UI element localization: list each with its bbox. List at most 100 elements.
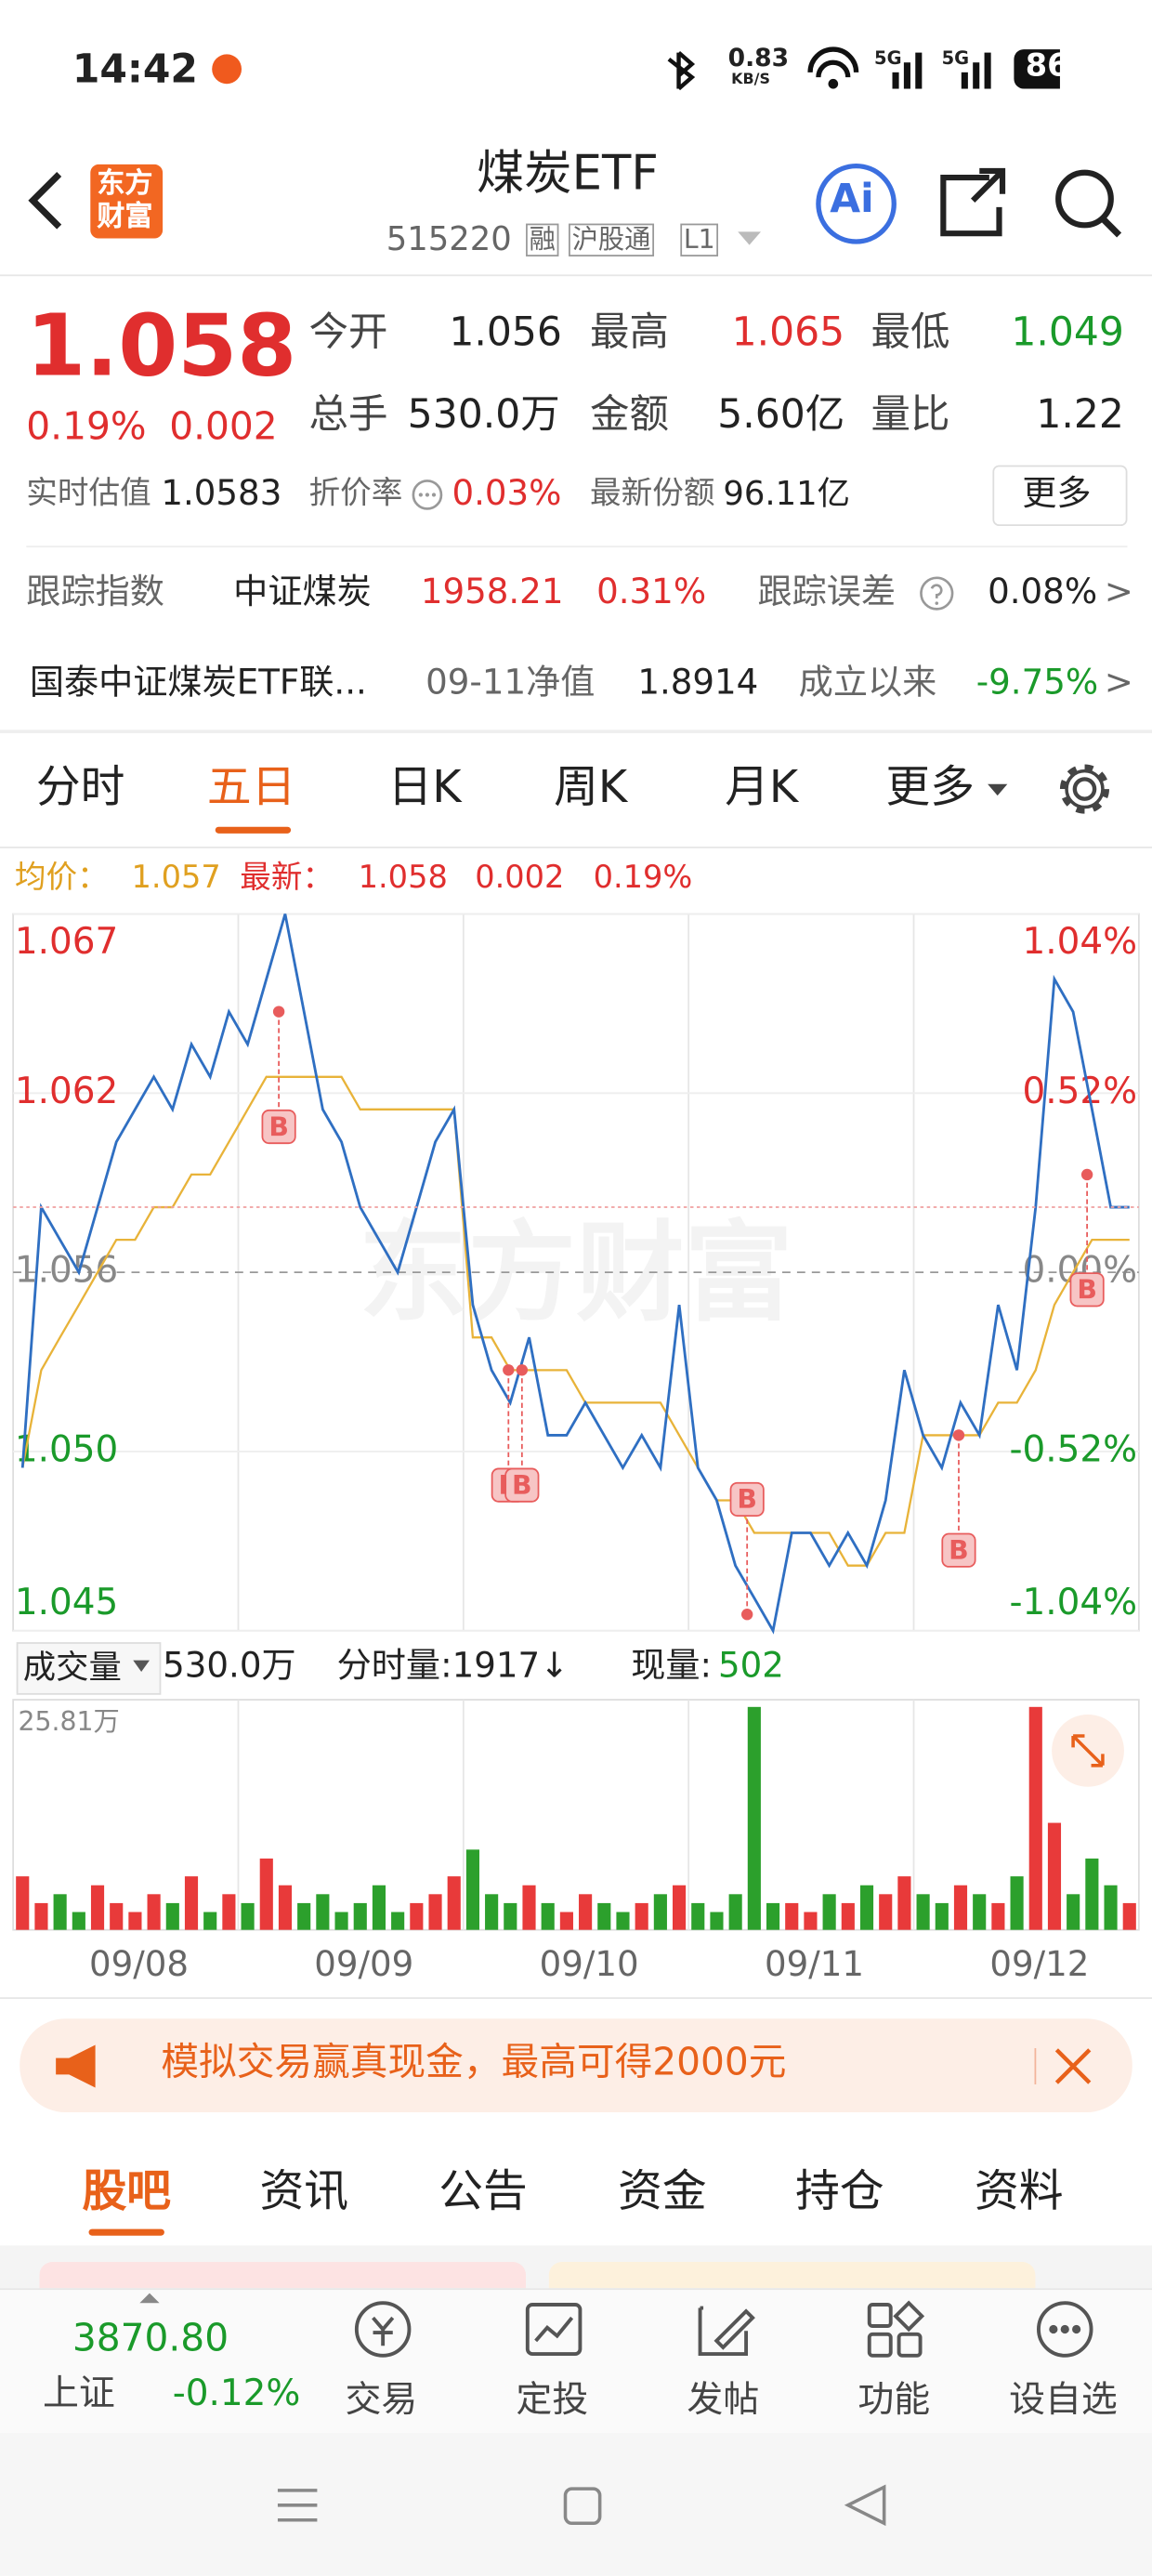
volume-select[interactable]	[16, 1642, 162, 1695]
y-tick-label: 1.056	[15, 1250, 118, 1292]
volume-bar	[579, 1894, 593, 1930]
volume-bar	[297, 1902, 311, 1930]
bottom-item[interactable]: 发帖	[687, 2380, 760, 2422]
volume-bar	[53, 1894, 67, 1930]
section-tab-active[interactable]: 股吧	[82, 2166, 171, 2218]
x-tick-label: 09/09	[314, 1944, 413, 1984]
arrow[interactable]: >	[1104, 572, 1133, 612]
volume-bar	[916, 1894, 930, 1930]
back-button[interactable]	[23, 167, 72, 233]
change-pct: 0.19%	[26, 405, 147, 449]
shares: 96.11亿	[723, 473, 850, 513]
price-line	[21, 1075, 1130, 1567]
tab-active[interactable]: 五日	[206, 762, 296, 814]
last-change: 0.002	[475, 860, 565, 897]
volume-bar	[222, 1894, 236, 1930]
logo	[90, 164, 164, 239]
discount-label: 折价率	[308, 475, 403, 512]
up-caret	[139, 2293, 160, 2304]
tab[interactable]: 周K	[554, 762, 628, 814]
bottom-icons[interactable]	[329, 2298, 1118, 2364]
section-tab[interactable]: 资讯	[259, 2166, 349, 2218]
info-icon[interactable]	[411, 479, 443, 511]
tracking-error: 0.08%	[988, 572, 1098, 612]
last-value: 1.058	[358, 860, 448, 897]
marker-label: B	[512, 1470, 532, 1501]
dropdown[interactable]	[986, 782, 1009, 799]
fund-name[interactable]: 国泰中证煤炭ETF联...	[29, 662, 367, 703]
tracking-value: 1958.21	[420, 572, 564, 612]
more-button[interactable]	[992, 465, 1128, 527]
banner-text[interactable]: 模拟交易赢真现金，最高可得2000元	[161, 2041, 787, 2084]
volume-bar	[559, 1912, 573, 1930]
tab[interactable]: 月K	[725, 762, 799, 814]
section-tab[interactable]: 持仓	[795, 2166, 884, 2218]
volume-total: 530.0万	[163, 1645, 296, 1686]
section-tab[interactable]: 公告	[439, 2166, 528, 2218]
volume-bar	[1067, 1894, 1080, 1930]
tracking-index[interactable]: 中证煤炭	[233, 572, 372, 612]
section-tab[interactable]: 资料	[974, 2166, 1064, 2218]
index-change[interactable]: -0.12%	[172, 2373, 301, 2415]
volume-tick-label: 25.81万	[18, 1706, 119, 1737]
stat-label: 最低	[871, 309, 950, 356]
volume-bar	[541, 1902, 555, 1930]
volume-bar	[447, 1876, 461, 1930]
logo-text: 东方	[97, 167, 153, 201]
help-icon[interactable]	[919, 575, 955, 611]
marker-label: B	[949, 1535, 969, 1566]
marker-label: B	[737, 1484, 757, 1515]
bottom-item[interactable]: 功能	[857, 2380, 931, 2422]
bottom-item[interactable]: 设自选	[1009, 2380, 1118, 2422]
ai-label[interactable]: Ai	[830, 176, 874, 222]
ai-button[interactable]	[814, 161, 899, 246]
tab[interactable]: 日K	[387, 762, 462, 814]
watermark: 东方财富	[360, 1210, 793, 1336]
stat-value: 1.056	[449, 309, 562, 356]
tab[interactable]: 更多	[885, 762, 975, 814]
nav-label: 09-11净值	[425, 662, 596, 703]
volume-bar	[372, 1885, 386, 1930]
dropdown[interactable]	[132, 1659, 151, 1674]
tab[interactable]: 分时	[35, 762, 125, 814]
bottom-item[interactable]: 定投	[516, 2380, 589, 2422]
y2-tick-label: 1.04%	[1022, 921, 1137, 963]
bottom-item[interactable]: 交易	[345, 2380, 418, 2422]
notify-icon	[212, 54, 242, 85]
index-name[interactable]: 上证	[42, 2373, 115, 2415]
arrow[interactable]: >	[1104, 662, 1133, 703]
net-speed-unit: KB/S	[731, 72, 770, 89]
stat-label: 总手	[308, 390, 388, 438]
settings[interactable]	[1055, 759, 1115, 819]
header-icons[interactable]	[936, 164, 1133, 240]
chart: 东方财富 1.067 1.062 1.056 1.050 1.045 1.04% 0.52% 0…	[12, 913, 1140, 1984]
index-value[interactable]: 3870.80	[72, 2318, 229, 2361]
volume-bar	[804, 1912, 818, 1930]
section-tab[interactable]: 资金	[618, 2166, 707, 2218]
nav: 1.8914	[637, 662, 759, 703]
volume-bar	[859, 1885, 874, 1930]
volume-bar	[485, 1894, 499, 1930]
tag: L1	[680, 223, 719, 256]
marker-label: B	[268, 1111, 289, 1142]
stat-value: 1.065	[731, 309, 845, 356]
dropdown[interactable]	[736, 230, 762, 247]
volume-bar	[353, 1902, 367, 1930]
volume-bar	[184, 1876, 199, 1930]
nav-icons[interactable]	[263, 2474, 904, 2540]
net-type: 5G	[941, 47, 970, 70]
volume-bar	[90, 1885, 105, 1930]
shares-label: 最新份额	[590, 475, 715, 512]
tracking-label: 跟踪指数	[26, 572, 164, 612]
more-label[interactable]: 更多	[1022, 473, 1092, 513]
now-volume: 502	[718, 1645, 784, 1686]
expand-button[interactable]	[1050, 1713, 1125, 1788]
banner[interactable]	[20, 2018, 1132, 2113]
banner-close[interactable]	[1032, 2042, 1098, 2091]
marker-box	[504, 1467, 540, 1503]
volume-label[interactable]: 成交量	[22, 1647, 122, 1687]
estimate: 1.0583	[161, 473, 282, 513]
last-label: 最新：	[240, 860, 334, 897]
volume-bar	[165, 1902, 179, 1930]
volume-bar	[1122, 1902, 1136, 1930]
